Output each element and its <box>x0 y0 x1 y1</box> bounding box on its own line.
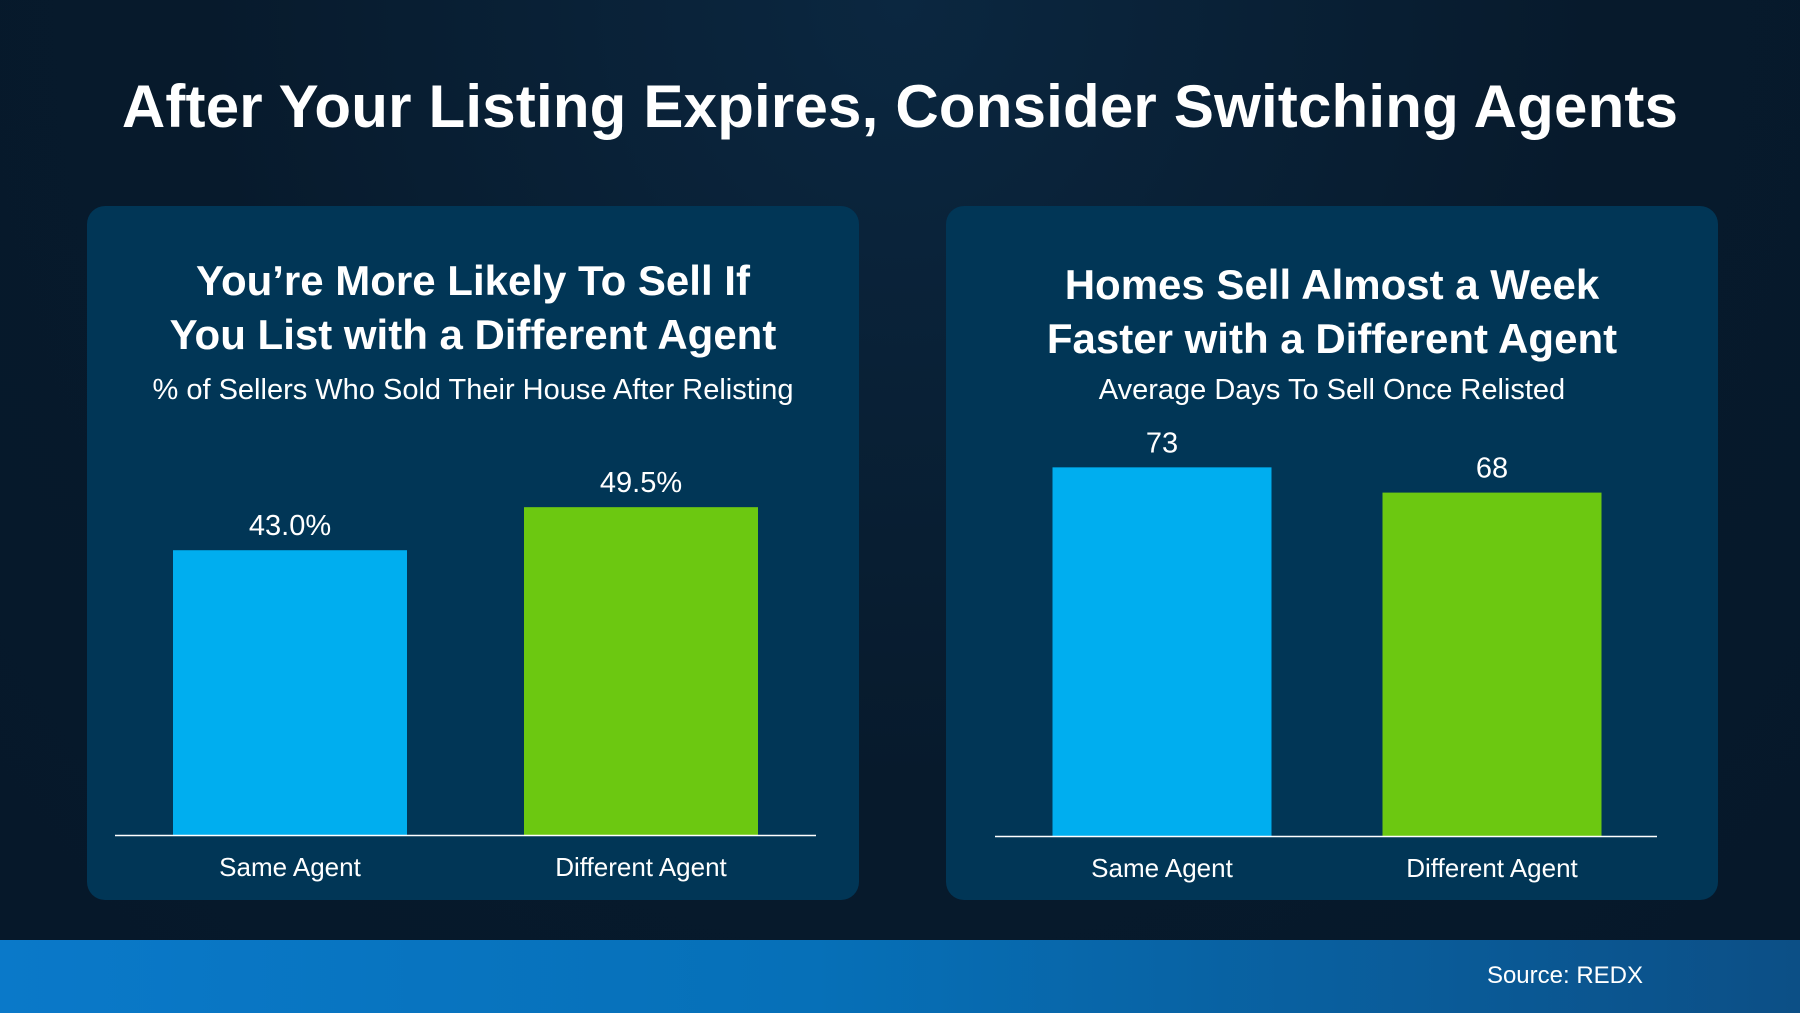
category-label: Same Agent <box>1091 853 1233 883</box>
data-label: 43.0% <box>249 510 331 542</box>
bar-chart-days-to-sell: 73 Same Agent 68 Different Agent <box>995 427 1657 883</box>
bar-different-agent <box>524 507 758 835</box>
chart-title: You’re More Likely To Sell If You List w… <box>87 254 859 362</box>
chart-title-line-2: Faster with a Different Agent <box>1046 315 1618 362</box>
category-label: Same Agent <box>219 852 361 882</box>
chart-title-line-1: Homes Sell Almost a Week <box>1064 261 1600 308</box>
page-title: After Your Listing Expires, Consider Swi… <box>121 73 1679 140</box>
chart-subtitle: Average Days To Sell Once Relisted <box>1098 374 1566 406</box>
chart-panel-sell-likelihood: You’re More Likely To Sell If You List w… <box>87 206 859 900</box>
data-label: 68 <box>1476 453 1508 485</box>
chart-title-line-2: You List with a Different Agent <box>169 311 777 358</box>
bar-same-agent <box>1052 467 1272 836</box>
data-label: 49.5% <box>600 467 682 499</box>
chart-title-line-1: You’re More Likely To Sell If <box>196 257 750 304</box>
source-label: Source: REDX <box>1486 962 1643 989</box>
bar-different-agent <box>1382 492 1602 836</box>
chart-panel-days-to-sell: Homes Sell Almost a Week Faster with a D… <box>946 206 1718 900</box>
chart-title: Homes Sell Almost a Week Faster with a D… <box>946 258 1718 366</box>
category-label: Different Agent <box>555 852 727 882</box>
category-label: Different Agent <box>1406 853 1578 883</box>
footer-band: Source: REDX <box>0 940 1800 1013</box>
data-label: 73 <box>1146 427 1178 459</box>
chart-subtitle: % of Sellers Who Sold Their House After … <box>152 374 794 406</box>
bar-chart-sell-likelihood: 43.0% Same Agent 49.5% Different Agent <box>115 467 816 882</box>
bar-same-agent <box>173 550 407 835</box>
